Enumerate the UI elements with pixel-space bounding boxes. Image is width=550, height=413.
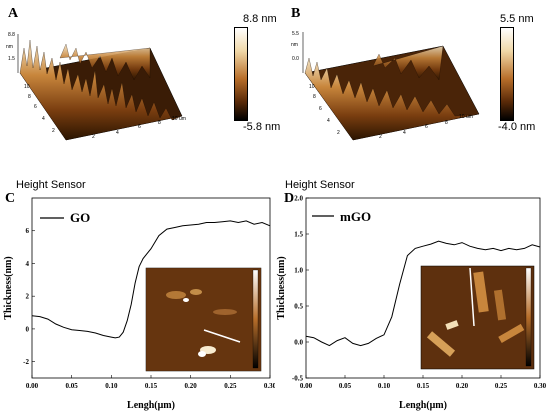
chart-c: -2 0 2 4 6 0.00 0.05 0.10 0.15 0.20 0.25 0.30 Thic… <box>3 197 275 411</box>
a-xtick-2: 6 <box>138 124 141 130</box>
chart-c-inset-afm-image <box>145 267 262 372</box>
a-xtick-3: 8 <box>158 120 161 126</box>
a-ztick-0: 8.8 <box>8 32 15 38</box>
chart-d-legend-label: mGO <box>340 209 371 224</box>
height-sensor-header-c: Height Sensor <box>16 179 86 191</box>
b-xtick-0: 2 <box>379 134 382 140</box>
afm-3d-image-b: 5.5 nm 0.0 10 8 6 4 2 2 4 6 8 10 um <box>291 31 480 141</box>
chart-c-ytick-label-2: 2 <box>26 293 30 301</box>
colorbar-b-max: 5.5 nm <box>500 13 534 25</box>
a-ytick-1: 8 <box>28 94 31 100</box>
b-ytick-3: 4 <box>327 118 330 124</box>
chart-d-xtick-label-4: 0.20 <box>456 382 469 390</box>
chart-c-ytick-label-1: 0 <box>26 325 30 333</box>
chart-d-xtick-label-6: 0.30 <box>534 382 547 390</box>
a-ytick-0: 10 <box>24 84 30 90</box>
a-xtick-1: 4 <box>116 130 119 136</box>
a-ytick-4: 2 <box>52 128 55 134</box>
b-ytick-0: 10 <box>309 84 315 90</box>
panel-label-b: B <box>291 6 301 21</box>
b-xtick-4: 10 um <box>459 114 473 120</box>
chart-c-ylabel: Thickness(nm) <box>3 256 14 319</box>
chart-d-yticks: -0.5 0.0 0.5 1.0 1.5 2.0 <box>292 195 309 383</box>
b-zunit: nm <box>291 42 298 48</box>
height-sensor-header-d: Height Sensor <box>285 179 355 191</box>
chart-c-ytick-label-0: -2 <box>23 358 29 366</box>
b-xtick-1: 4 <box>403 130 406 136</box>
chart-d-xtick-label-5: 0.25 <box>495 382 508 390</box>
chart-c-xtick-label-2: 0.10 <box>105 382 118 390</box>
chart-d-ytick-label-4: 1.5 <box>294 231 303 239</box>
chart-c-ytick-label-4: 6 <box>26 227 30 235</box>
chart-c-xtick-label-6: 0.30 <box>264 382 275 390</box>
chart-c-xtick-label-4: 0.20 <box>185 382 198 390</box>
chart-d-ytick-label-3: 1.0 <box>294 267 303 275</box>
chart-d-inset-afm-image <box>420 265 535 370</box>
panel-label-a: A <box>8 6 19 21</box>
a-ztick-1: 1.5 <box>8 56 15 62</box>
b-ytick-2: 6 <box>319 106 322 112</box>
b-ytick-1: 8 <box>313 94 316 100</box>
chart-d-xticks: 0.00 0.05 0.10 0.15 0.20 0.25 0.30 <box>300 375 547 390</box>
chart-c-series-go <box>31 220 271 339</box>
colorbar-a-min: -5.8 nm <box>243 121 281 133</box>
b-xtick-3: 8 <box>445 120 448 126</box>
panel-label-d: D <box>284 191 295 206</box>
chart-c-xtick-label-5: 0.25 <box>224 382 237 390</box>
panel-label-c: C <box>5 191 16 206</box>
a-zunit: nm <box>6 44 13 50</box>
a-ytick-3: 4 <box>42 116 45 122</box>
chart-d-ylabel: Thickness(nm) <box>276 256 287 319</box>
b-xtick-2: 6 <box>425 124 428 130</box>
chart-c-xlabel: Lengh(μm) <box>127 400 175 411</box>
chart-d-xtick-label-3: 0.15 <box>417 382 430 390</box>
colorbar-b <box>500 27 514 121</box>
chart-d-series-mgo <box>305 240 541 347</box>
a-xtick-0: 2 <box>92 134 95 140</box>
chart-c-xtick-label-3: 0.15 <box>145 382 158 390</box>
chart-d-ytick-label-5: 2.0 <box>294 195 303 203</box>
chart-d-ytick-label-1: 0.0 <box>294 339 303 347</box>
chart-d-xlabel: Lengh(μm) <box>399 400 447 411</box>
chart-c-xtick-label-0: 0.00 <box>26 382 39 390</box>
chart-c-yticks: -2 0 2 4 6 <box>23 227 35 366</box>
afm-3d-image-a: 8.8 nm 1.5 10 8 6 4 2 2 4 6 8 10 um <box>6 32 186 141</box>
colorbar-b-min: -4.0 nm <box>498 121 536 133</box>
colorbar-a <box>234 27 248 121</box>
chart-d-ytick-label-2: 0.5 <box>294 303 303 311</box>
b-ytick-4: 2 <box>337 130 340 136</box>
chart-c-xtick-label-1: 0.05 <box>66 382 79 390</box>
chart-d-xtick-label-1: 0.05 <box>339 382 352 390</box>
a-ytick-2: 6 <box>34 104 37 110</box>
chart-c-ytick-label-3: 4 <box>26 260 30 268</box>
b-ztick-0: 5.5 <box>292 31 299 37</box>
chart-d: -0.5 0.0 0.5 1.0 1.5 2.0 0.00 0.05 0.10 0.15 0.20… <box>276 195 547 412</box>
colorbar-a-max: 8.8 nm <box>243 13 277 25</box>
chart-d-ytick-label-0: -0.5 <box>292 375 304 383</box>
chart-d-xtick-label-0: 0.00 <box>300 382 313 390</box>
chart-d-xtick-label-2: 0.10 <box>378 382 391 390</box>
b-ztick-1: 0.0 <box>292 56 299 62</box>
a-xtick-4: 10 um <box>172 116 186 122</box>
chart-c-legend-label: GO <box>70 210 90 225</box>
chart-c-xticks: 0.00 0.05 0.10 0.15 0.20 0.25 0.30 <box>26 375 275 390</box>
